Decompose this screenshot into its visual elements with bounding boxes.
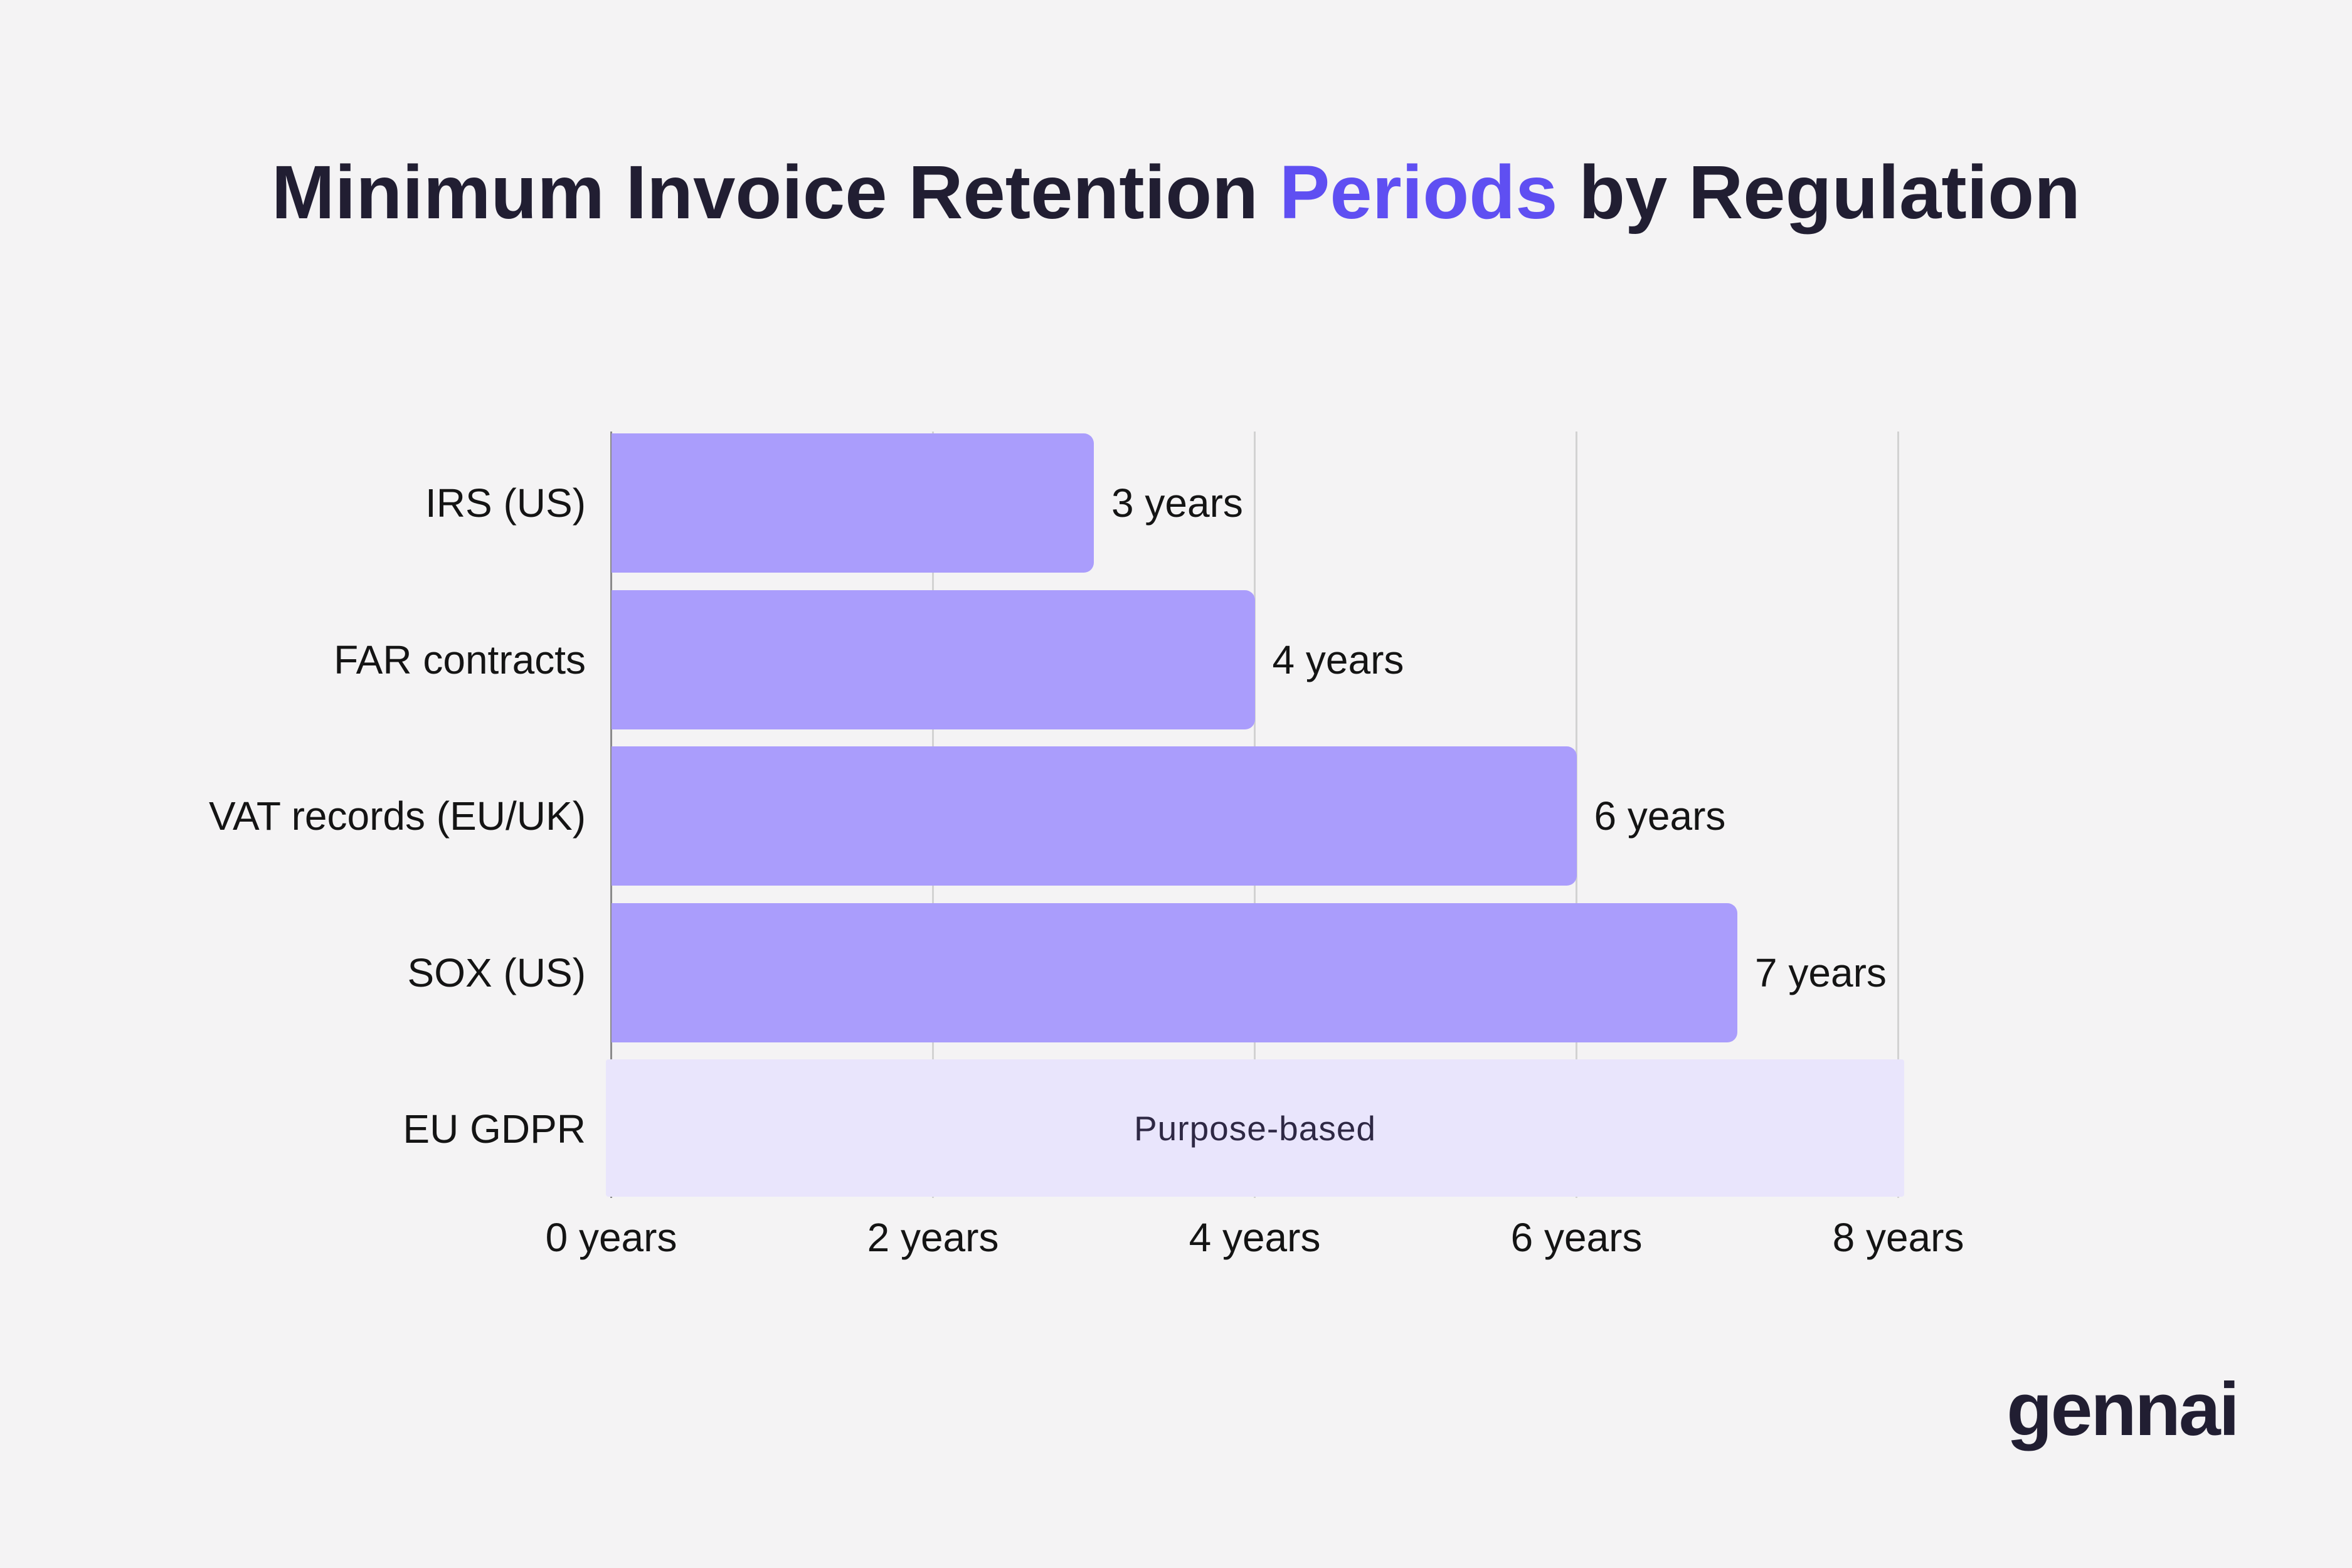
value-label: 3 years (1111, 480, 1243, 526)
brand-logo: gennai (2006, 1367, 2240, 1451)
title-part-1: Minimum Invoice Retention (271, 149, 1279, 235)
category-label: EU GDPR (403, 1106, 586, 1152)
value-label: 7 years (1755, 950, 1887, 995)
value-label: 4 years (1272, 637, 1404, 682)
gridline (1897, 432, 1899, 1198)
bar-sox-us- (611, 903, 1737, 1042)
bar-irs-us- (611, 433, 1094, 573)
value-label: 6 years (1594, 793, 1726, 839)
category-label: VAT records (EU/UK) (209, 793, 586, 839)
bar-far-contracts (611, 590, 1255, 729)
x-tick-label: 6 years (1510, 1215, 1643, 1260)
x-tick-label: 0 years (545, 1215, 677, 1260)
category-label: FAR contracts (334, 637, 586, 682)
x-tick-label: 4 years (1189, 1215, 1321, 1260)
category-label: SOX (US) (407, 950, 586, 995)
bar-eu-gdpr: Purpose-based (606, 1059, 1904, 1197)
x-tick-label: 8 years (1832, 1215, 1964, 1260)
x-tick-label: 2 years (867, 1215, 999, 1260)
gridline (1576, 432, 1577, 1198)
chart-title: Minimum Invoice Retention Periods by Reg… (0, 154, 2352, 230)
category-label: IRS (US) (425, 480, 586, 526)
bar-vat-records-eu-uk- (611, 746, 1577, 886)
title-highlight: Periods (1279, 149, 1558, 235)
title-part-3: by Regulation (1557, 149, 2081, 235)
